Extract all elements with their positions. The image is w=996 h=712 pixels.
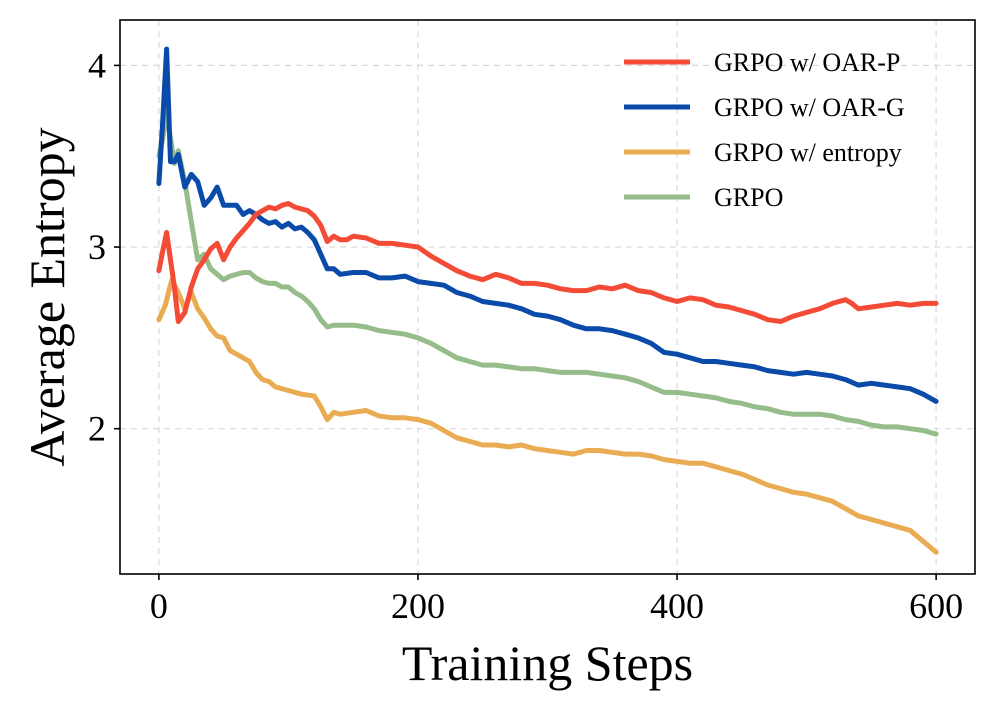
- legend: GRPO w/ OAR-P GRPO w/ OAR-G GRPO w/ entrop…: [624, 48, 905, 212]
- axis-ticks: 0 200 400 600 2 3 4: [88, 45, 963, 626]
- series-line-grpo: [156, 110, 939, 437]
- legend-label-grpo-w-oar-g: GRPO w/ OAR-G: [714, 93, 905, 122]
- y-tick-label: 3: [88, 227, 106, 267]
- x-tick-label: 600: [909, 586, 963, 626]
- y-tick-label: 4: [88, 45, 106, 85]
- x-axis-title: Training Steps: [402, 635, 693, 691]
- y-tick-label: 2: [88, 409, 106, 449]
- series-line-grpo-w-oar-g: [156, 46, 939, 404]
- series-lines: [156, 46, 939, 555]
- grid: [120, 20, 975, 574]
- legend-label-grpo-w-oar-p: GRPO w/ OAR-P: [714, 48, 900, 77]
- plot-frame: [119, 19, 976, 575]
- x-tick-label: 200: [391, 586, 445, 626]
- legend-label-grpo: GRPO: [714, 183, 783, 212]
- series-line-grpo-w-oar-p: [156, 201, 939, 324]
- series-line-grpo-w-entropy: [156, 277, 939, 555]
- legend-label-grpo-w-entropy: GRPO w/ entropy: [714, 138, 902, 167]
- x-tick-label: 400: [650, 586, 704, 626]
- x-tick-label: 0: [150, 586, 168, 626]
- y-axis-title: Average Entropy: [19, 127, 75, 466]
